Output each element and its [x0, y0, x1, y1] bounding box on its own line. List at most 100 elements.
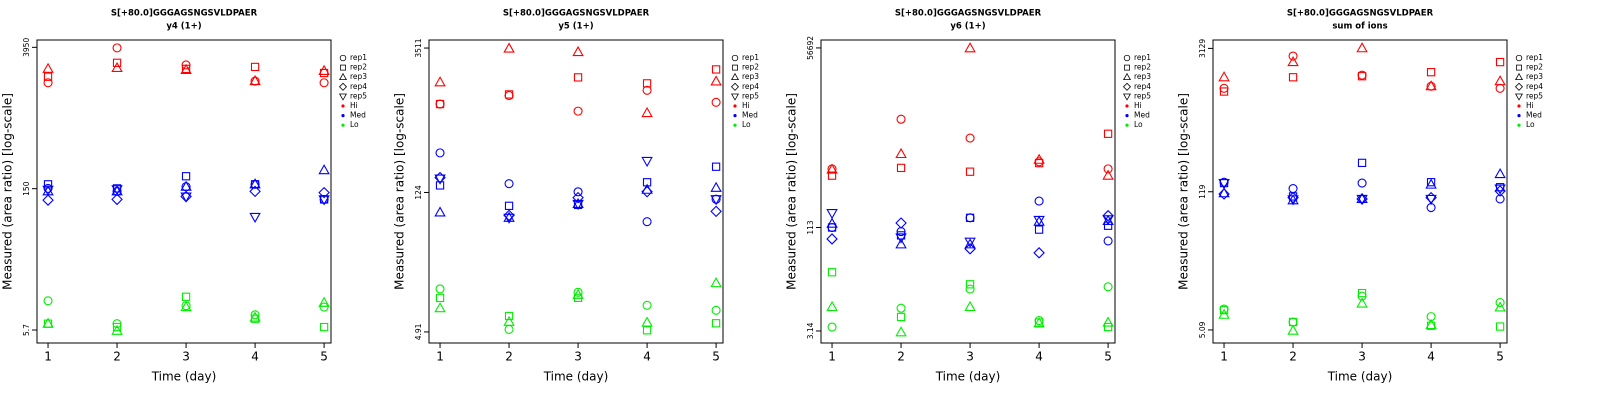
legend-label: Lo [742, 120, 751, 129]
point [641, 316, 653, 327]
legend-dot [341, 104, 345, 108]
point [111, 61, 123, 73]
point [1288, 73, 1298, 82]
point [504, 201, 514, 210]
point [111, 324, 123, 335]
point [503, 209, 515, 222]
x-tick-label: 1 [828, 350, 836, 364]
legend-dot [733, 123, 737, 127]
point [827, 322, 837, 332]
panel: S[+80.0]GGGAGSNGSVLDPAER y6 (1+) 1 2 3 4 5 3.14… [785, 9, 1152, 384]
point [318, 64, 330, 75]
legend-marker [338, 82, 348, 91]
legend-dot [1125, 104, 1129, 108]
legend-dot [1517, 123, 1521, 127]
legend-label: rep2 [1134, 63, 1151, 72]
point [1102, 209, 1114, 222]
legend-label: rep2 [742, 63, 759, 72]
point [896, 163, 906, 173]
point [180, 300, 192, 312]
y-tick-label: 124 [414, 185, 423, 200]
legend-dot [1125, 123, 1129, 127]
legend-marker [338, 93, 348, 101]
point [964, 237, 976, 248]
legend-marker [1122, 93, 1132, 101]
legend-marker [1124, 64, 1130, 71]
legend-marker [730, 82, 740, 91]
point [1495, 57, 1505, 67]
point [1033, 247, 1045, 259]
point [1425, 80, 1437, 91]
point [180, 192, 192, 203]
plot-frame [820, 39, 1116, 344]
point [1357, 178, 1367, 188]
point [1218, 187, 1230, 198]
point [1426, 68, 1436, 77]
legend-label: rep5 [742, 91, 759, 100]
point [1287, 55, 1299, 67]
point [1356, 194, 1368, 206]
legend-label: rep5 [350, 91, 367, 100]
point [964, 300, 976, 312]
x-tick-label: 4 [251, 350, 259, 364]
legend-label: rep1 [1134, 53, 1151, 62]
point [573, 106, 583, 116]
point [641, 106, 653, 118]
point [827, 268, 837, 277]
point [1356, 42, 1368, 53]
point [1425, 178, 1437, 189]
point [504, 311, 514, 321]
legend-dot [1125, 114, 1129, 118]
point [318, 296, 330, 307]
point [1425, 318, 1437, 330]
point [896, 114, 906, 124]
legend-label: rep3 [742, 72, 759, 81]
point [1495, 83, 1505, 93]
x-tick-label: 5 [1496, 350, 1504, 364]
point [503, 211, 515, 222]
point [965, 213, 975, 223]
legend-marker [338, 72, 348, 81]
point [111, 185, 123, 196]
point [641, 156, 653, 168]
x-axis-label: Time (day) [1327, 370, 1393, 384]
point [710, 75, 722, 86]
point [249, 185, 261, 198]
legend-dot [341, 123, 345, 127]
legend-label: rep4 [1526, 82, 1543, 91]
legend-marker [731, 54, 739, 62]
point [504, 324, 514, 335]
panel: S[+80.0]GGGAGSNGSVLDPAER y4 (1+) 1 2 3 4 5 5.7 1… [1, 9, 368, 384]
point [642, 85, 652, 95]
point [1103, 236, 1113, 246]
legend-label: rep3 [1526, 72, 1543, 81]
y-tick-label: 3.14 [806, 322, 815, 339]
x-tick-label: 2 [505, 350, 513, 364]
chart-subtitle: y5 (1+) [558, 22, 593, 32]
y-tick-label: 5.7 [22, 324, 31, 336]
legend-label: Med [742, 111, 758, 120]
point [572, 191, 584, 204]
point [964, 42, 976, 53]
panel: S[+80.0]GGGAGSNGSVLDPAER sum of ions 1 2 3 4 5… [1177, 9, 1544, 384]
legend-label: rep4 [350, 82, 367, 91]
point [42, 185, 54, 196]
point [964, 238, 976, 249]
chart-subtitle: y4 (1+) [166, 22, 201, 32]
point [1494, 184, 1506, 195]
legend-label: Lo [350, 120, 359, 129]
point [896, 303, 906, 313]
point [1103, 282, 1113, 292]
x-axis-label: Time (day) [151, 370, 217, 384]
x-tick-label: 4 [1035, 350, 1043, 364]
legend-label: rep1 [350, 53, 367, 62]
y-tick-label: 119 [1198, 184, 1207, 199]
point [180, 63, 192, 75]
point [1033, 153, 1045, 164]
point [1357, 158, 1367, 168]
x-tick-label: 4 [1427, 350, 1435, 364]
legend-label: Med [1134, 111, 1150, 120]
point [826, 217, 838, 228]
point [435, 99, 445, 109]
point [711, 319, 721, 328]
